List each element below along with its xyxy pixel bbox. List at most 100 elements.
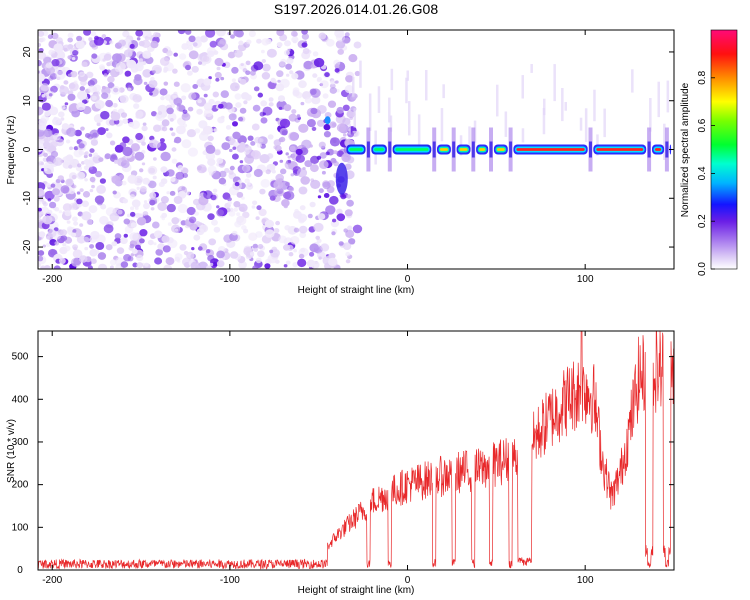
heatmap-noise-cell: [325, 151, 330, 156]
heatmap-streak-cell: [368, 93, 372, 131]
heatmap-noise-cell: [98, 157, 104, 163]
heatmap-noise-cell: [275, 220, 280, 226]
heatmap-noise-cell: [38, 122, 47, 131]
heatmap-noise-cell: [65, 178, 74, 187]
heatmap-noise-cell: [84, 246, 89, 251]
heatmap-noise-cell: [71, 109, 81, 118]
heatmap-noise-cell: [227, 197, 232, 202]
heatmap-noise-cell: [123, 49, 133, 58]
heatmap-noise-cell: [122, 118, 129, 124]
heatmap-noise-cell: [105, 99, 113, 108]
heatmap-noise-cell: [230, 34, 235, 39]
heatmap-noise-cell: [109, 140, 116, 146]
heatmap-noise-cell: [309, 144, 313, 148]
heatmap-noise-cell: [74, 159, 79, 164]
heatmap-noise-cell: [239, 160, 244, 164]
heatmap-noise-cell: [298, 253, 305, 259]
heatmap-noise-cell: [323, 123, 331, 131]
heatmap-noise-cell: [76, 171, 86, 180]
heatmap-noise-cell: [84, 151, 89, 155]
heatmap-noise-cell: [301, 30, 308, 35]
heatmap-noise-cell: [169, 190, 176, 196]
heatmap-noise-cell: [296, 168, 308, 178]
heatmap-noise-cell: [117, 209, 123, 215]
heatmap-noise-cell: [236, 212, 241, 217]
heatmap-noise-cell: [46, 66, 55, 75]
snr-x-label: Height of straight line (km): [298, 585, 415, 596]
heatmap-gap-core: [388, 141, 392, 158]
heatmap-noise-cell: [105, 128, 109, 132]
heatmap-noise-cell: [132, 94, 142, 103]
heatmap-noise-cell: [110, 85, 121, 95]
colorbar-tick-label: 0.4: [697, 166, 708, 180]
heatmap-noise-cell: [188, 216, 197, 224]
heatmap-noise-cell: [48, 93, 53, 97]
heatmap-noise-cell: [216, 157, 224, 164]
heatmap-noise-cell: [128, 121, 135, 128]
heatmap-noise-cell: [187, 147, 198, 157]
heatmap-noise-cell: [87, 265, 93, 269]
heatmap-noise-cell: [283, 50, 290, 56]
heatmap-noise-cell: [207, 158, 216, 166]
heatmap-noise-cell: [159, 57, 170, 66]
heatmap-noise-cell: [249, 251, 255, 256]
heatmap-noise-cell: [46, 236, 50, 240]
heatmap-noise-cell: [206, 265, 212, 269]
heatmap-streak-cell: [521, 128, 525, 143]
heatmap-noise-cell: [205, 30, 216, 38]
heatmap-noise-cell: [160, 166, 168, 173]
heatmap-noise-cell: [283, 264, 288, 268]
heatmap-noise-cell: [199, 224, 209, 233]
heatmap-noise-cell: [202, 52, 208, 57]
heatmap-noise-cell: [171, 217, 180, 225]
heatmap-noise-cell: [264, 219, 274, 228]
heatmap-noise-cell: [84, 178, 88, 182]
heatmap-noise-cell: [50, 150, 59, 158]
heatmap-noise-cell: [291, 36, 299, 43]
heatmap-noise-cell: [143, 81, 148, 85]
heatmap-noise-cell: [333, 160, 337, 164]
heatmap-noise-cell: [76, 102, 86, 111]
heatmap-noise-cell: [160, 196, 169, 204]
heatmap-noise-cell: [166, 169, 175, 177]
heatmap-noise-cell: [53, 157, 63, 166]
heatmap-noise-cell: [225, 125, 232, 130]
heatmap-noise-cell: [58, 210, 62, 214]
heatmap-noise-cell: [216, 66, 221, 71]
heatmap-noise-cell: [81, 200, 90, 208]
heatmap-noise-cell: [340, 123, 345, 127]
heatmap-noise-cell: [256, 38, 262, 44]
heatmap-noise-cell: [172, 95, 177, 99]
heatmap-streak-cell: [553, 64, 556, 102]
heatmap-noise-cell: [232, 230, 238, 236]
heatmap-noise-cell: [245, 70, 251, 75]
heatmap-noise-cell: [342, 104, 350, 112]
heatmap-noise-cell: [310, 63, 316, 69]
heatmap-noise-cell: [99, 215, 109, 225]
heatmap-noise-cell: [97, 252, 107, 260]
heatmap-noise-cell: [276, 42, 283, 48]
heatmap-noise-cell: [85, 133, 91, 138]
heatmap-noise-cell: [307, 112, 312, 116]
heatmap-noise-cell: [229, 165, 235, 171]
heatmap-noise-cell: [135, 110, 144, 119]
heatmap-noise-cell: [65, 139, 71, 144]
heatmap-noise-cell: [71, 174, 77, 180]
heatmap-noise-cell: [181, 95, 187, 101]
heatmap-y-tick-label: -10: [22, 191, 33, 206]
heatmap-noise-cell: [106, 132, 113, 139]
heatmap-noise-cell: [83, 159, 91, 165]
heatmap-noise-cell: [114, 66, 122, 72]
heatmap-noise-cell: [132, 262, 138, 268]
heatmap-noise-cell: [68, 83, 76, 89]
heatmap-noise-cell: [209, 40, 217, 48]
heatmap-noise-cell: [139, 229, 148, 237]
heatmap-noise-cell: [288, 186, 294, 191]
heatmap-noise-cell: [73, 146, 79, 151]
heatmap-noise-cell: [268, 102, 274, 107]
heatmap-noise-cell: [352, 224, 363, 234]
heatmap-noise-cell: [187, 70, 193, 76]
heatmap-noise-cell: [243, 145, 252, 153]
heatmap-noise-cell: [99, 66, 106, 71]
heatmap-noise-cell: [40, 83, 50, 92]
